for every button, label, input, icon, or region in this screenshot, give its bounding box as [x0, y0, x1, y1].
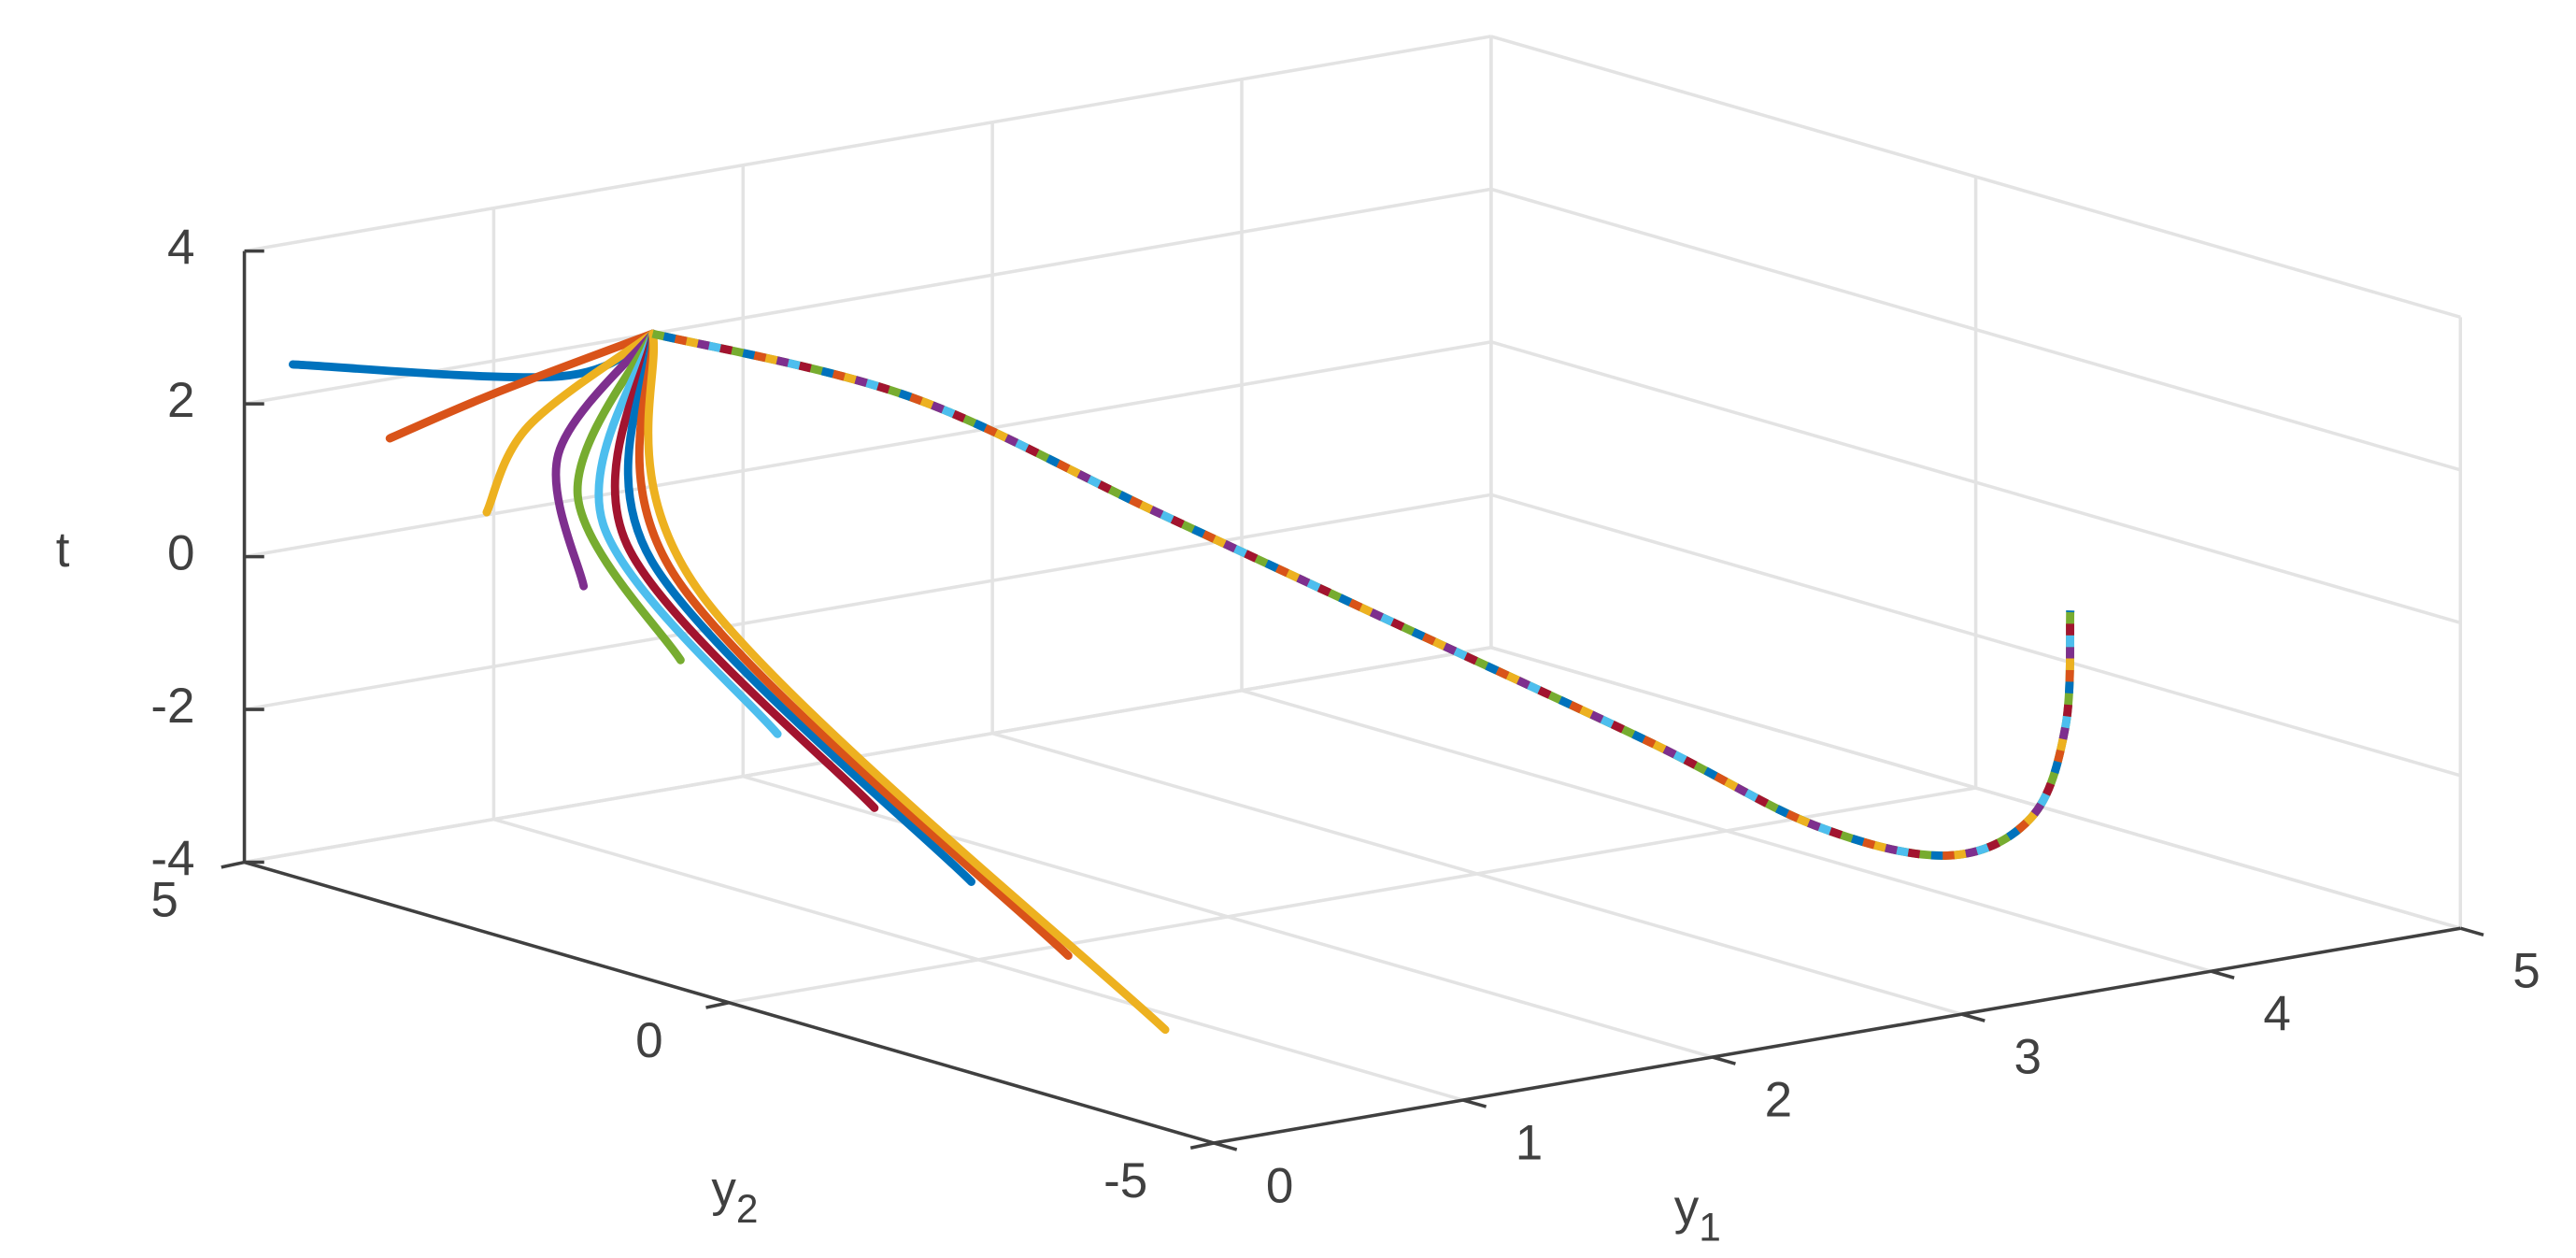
trajectory: [651, 329, 2075, 860]
grid-line: [1490, 646, 2461, 930]
trajectory: [634, 329, 1073, 961]
z-tick-label: 2: [167, 373, 194, 428]
x-tick: [2459, 926, 2484, 937]
grid-line: [728, 786, 1976, 1005]
trajectory: [644, 329, 1170, 1035]
y-tick-label: -5: [1103, 1153, 1147, 1208]
x-label-base: y: [1674, 1179, 1700, 1235]
z-axis-label: t: [56, 522, 70, 578]
z-tick-label: 4: [167, 221, 194, 276]
y-tick-label: 5: [150, 873, 178, 928]
y-tick: [705, 1001, 730, 1009]
grid-line: [244, 493, 1492, 711]
grid-line: [1490, 187, 2461, 472]
x-tick: [1213, 1141, 1238, 1151]
x-tick-label: 1: [1516, 1116, 1543, 1171]
trajectory: [651, 329, 2075, 860]
y-axis-label: y2: [711, 1162, 758, 1231]
trajectory: [573, 329, 685, 665]
grid-line: [244, 340, 1492, 559]
x-tick-label: 2: [1765, 1073, 1792, 1128]
grid-line: [1490, 340, 2461, 624]
x-label-sub: 1: [1699, 1206, 1721, 1250]
y-label-sub: 2: [736, 1187, 759, 1231]
y-tick: [1189, 1141, 1215, 1151]
x-tick: [1961, 1012, 1985, 1022]
x-tick: [1712, 1055, 1736, 1065]
y-label-base: y: [711, 1162, 736, 1217]
x-tick: [2210, 969, 2235, 979]
x-tick: [1462, 1098, 1487, 1108]
trajectory: [482, 329, 657, 517]
y-tick-label: 0: [635, 1013, 662, 1068]
trajectory: [610, 329, 879, 812]
trajectory: [651, 329, 2075, 860]
grid-line: [1490, 493, 2461, 778]
trajectory: [385, 329, 657, 443]
grid-line: [244, 646, 1492, 865]
trajectory: [594, 329, 782, 738]
x-axis-label: y1: [1674, 1179, 1721, 1249]
x-axis-line: [1213, 926, 2461, 1145]
x-tick-label: 3: [2014, 1030, 2042, 1085]
trajectory: [551, 329, 657, 591]
trajectory: [623, 329, 976, 886]
z-tick-label: -4: [150, 832, 194, 887]
x-tick-label: 4: [2263, 987, 2290, 1042]
grid-line: [244, 35, 1492, 253]
grid-line: [1490, 35, 2461, 320]
grid-line: [244, 187, 1492, 406]
y-tick: [221, 860, 245, 869]
x-tick-label: 5: [2512, 944, 2540, 999]
x-tick-label: 0: [1266, 1158, 1293, 1213]
z-tick-label: 0: [167, 526, 194, 581]
z-tick-label: -2: [150, 679, 194, 734]
